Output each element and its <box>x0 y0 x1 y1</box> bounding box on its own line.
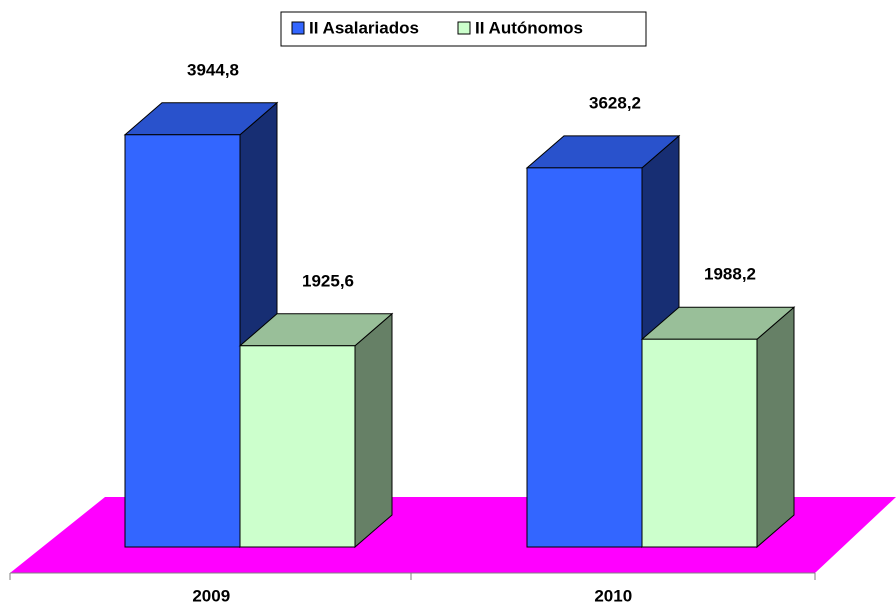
bar <box>124 134 241 548</box>
value-label: 3628,2 <box>589 93 641 112</box>
bar <box>641 338 758 548</box>
legend-label: II Asalariados <box>309 18 419 37</box>
bar <box>526 167 643 548</box>
bar-side <box>354 312 393 549</box>
value-label: 1925,6 <box>302 271 354 290</box>
value-label: 1988,2 <box>704 265 756 284</box>
x-tick-label: 2009 <box>192 586 230 605</box>
legend-swatch <box>457 21 471 35</box>
legend-swatch <box>291 21 305 35</box>
value-label: 3944,8 <box>187 60 239 79</box>
bar <box>239 345 356 548</box>
legend-label: II Autónomos <box>475 18 583 37</box>
bar-side <box>756 306 795 549</box>
x-tick-label: 2010 <box>594 586 632 605</box>
